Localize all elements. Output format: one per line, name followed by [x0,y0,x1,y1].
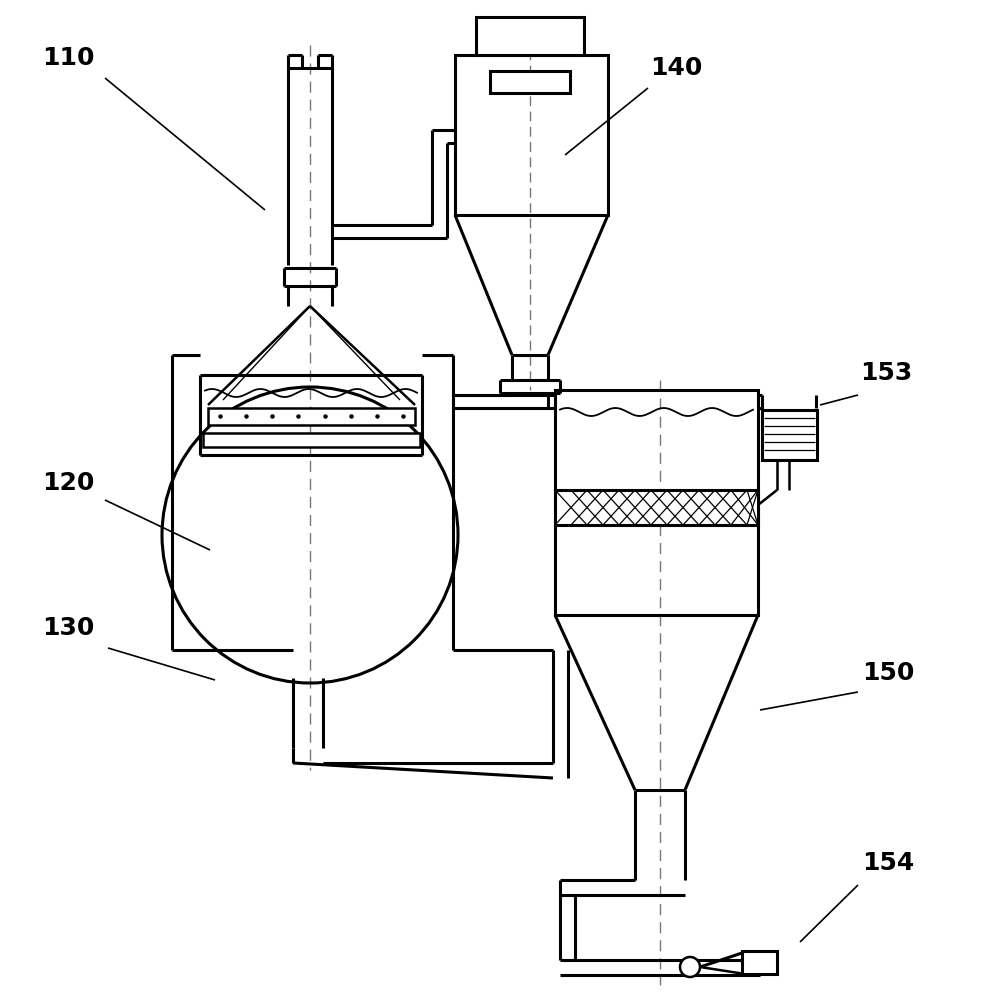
Bar [455,55,608,215]
Bar [203,433,420,447]
Bar [476,17,584,55]
Text: 110: 110 [42,46,94,70]
Text: 140: 140 [650,56,702,80]
Circle shape [680,957,700,977]
Bar [555,390,758,615]
Text: 130: 130 [42,616,94,640]
Bar [742,951,777,974]
Bar [208,408,415,425]
Text: 120: 120 [42,471,94,495]
Bar [762,410,817,460]
Text: 154: 154 [862,851,914,875]
Text: 150: 150 [862,661,914,685]
Text: 153: 153 [860,361,912,385]
Bar [490,71,570,93]
Bar [555,490,758,525]
